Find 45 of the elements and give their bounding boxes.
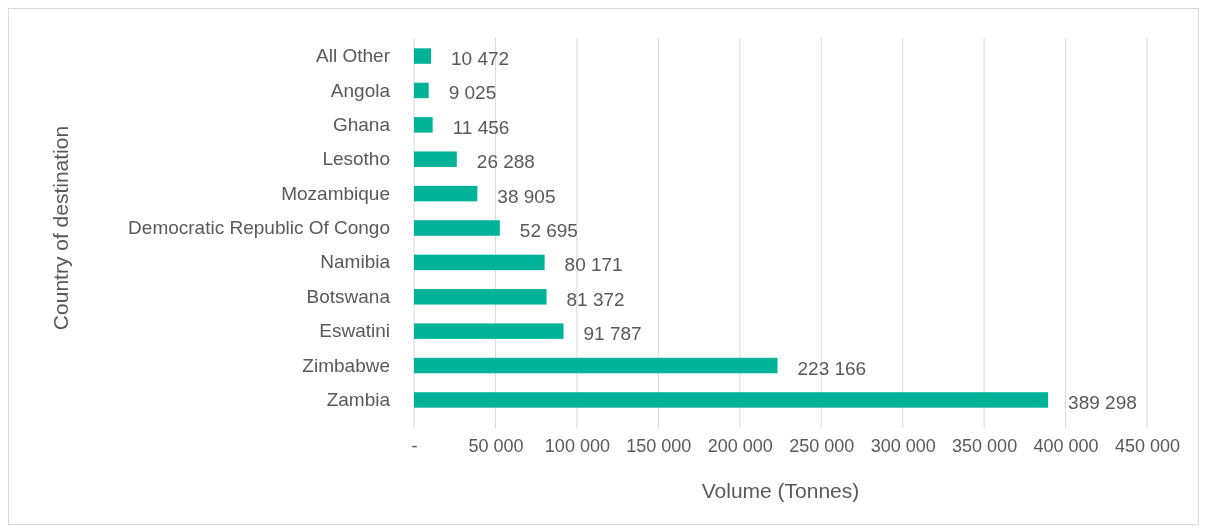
bar: [414, 117, 433, 133]
data-label: 91 787: [583, 323, 642, 345]
data-label: 38 905: [497, 185, 556, 207]
x-tick-label: 400 000: [1033, 435, 1099, 456]
bar: [414, 254, 545, 271]
x-tick-label: 200 000: [707, 435, 773, 456]
data-label: 389 298: [1068, 391, 1137, 413]
data-label: 80 171: [564, 254, 623, 276]
bar: [414, 323, 564, 339]
data-label: 11 456: [452, 116, 510, 138]
y-tick-label: Zambia: [326, 389, 391, 411]
x-tick-label: 150 000: [626, 435, 692, 456]
y-tick-label: Angola: [330, 79, 391, 101]
bar: [414, 357, 778, 374]
bar: [414, 220, 500, 236]
y-tick-label: All Other: [316, 45, 391, 67]
x-tick-label: 350 000: [952, 435, 1018, 456]
y-tick-label: Botswana: [306, 285, 391, 307]
y-tick-label: Zimbabwe: [302, 354, 390, 376]
bar: [414, 82, 429, 99]
x-tick-label: 50 000: [468, 435, 524, 456]
data-label: 10 472: [451, 48, 510, 70]
y-tick-label: Namibia: [320, 251, 391, 273]
data-label: 9 025: [448, 82, 497, 104]
x-tick-label: 250 000: [789, 435, 855, 456]
y-tick-label: Ghana: [332, 113, 391, 135]
data-label: 52 695: [519, 220, 578, 242]
y-tick-label: Democratic Republic Of Congo: [128, 217, 390, 239]
bar: [414, 289, 547, 305]
data-label: 81 372: [566, 288, 625, 310]
x-axis-title: Volume (Tonnes): [701, 479, 860, 502]
y-tick-label: Lesotho: [322, 148, 390, 170]
x-tick-label: -: [411, 435, 418, 456]
bar: [414, 48, 432, 64]
bar: [414, 185, 478, 202]
bar: [414, 392, 1049, 408]
data-label: 26 288: [476, 151, 535, 173]
y-tick-label: Eswatini: [319, 320, 390, 342]
y-axis-title: Country of destination: [49, 125, 72, 331]
y-tick-label: Mozambique: [281, 182, 390, 204]
x-tick-label: 450 000: [1114, 435, 1181, 456]
x-tick-label: 300 000: [870, 435, 936, 456]
data-label: 223 166: [797, 357, 867, 379]
x-tick-label: 100 000: [544, 435, 610, 456]
bar: [414, 151, 457, 167]
